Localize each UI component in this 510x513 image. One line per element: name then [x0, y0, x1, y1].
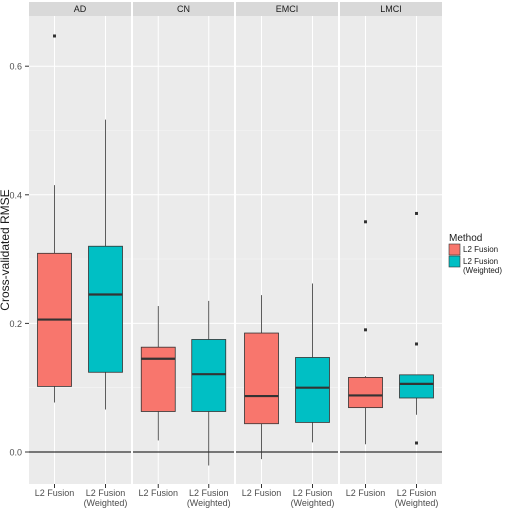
- facet-label: LMCI: [380, 4, 402, 14]
- box-iqr: [140, 346, 176, 412]
- y-tick-label: 0.2: [9, 319, 22, 329]
- facet-strip: [340, 2, 442, 16]
- x-tick-label: L2 Fusion: [138, 488, 178, 498]
- outlier-point: [415, 211, 418, 215]
- box-iqr: [348, 377, 383, 409]
- x-tick-label: (Weighted): [395, 498, 439, 508]
- facet-label: EMCI: [276, 4, 299, 14]
- legend-label: L2 Fusion: [463, 257, 498, 266]
- legend-title: Method: [449, 233, 482, 244]
- facet-label: AD: [74, 4, 87, 14]
- outlier-point: [53, 34, 56, 38]
- outlier-point: [415, 342, 418, 346]
- facet-label: CN: [177, 4, 190, 14]
- panel-background: [133, 16, 234, 484]
- x-tick-label: L2 Fusion: [397, 488, 437, 498]
- x-tick-label: (Weighted): [291, 498, 335, 508]
- legend-key: [448, 243, 461, 256]
- box-iqr: [244, 332, 279, 425]
- outlier-point: [415, 441, 418, 445]
- y-tick-label: 0.6: [9, 62, 22, 72]
- y-tick-label: 0.0: [9, 448, 22, 458]
- y-axis-title: Cross-validated RMSE: [0, 189, 12, 310]
- x-tick-label: L2 Fusion: [346, 488, 386, 498]
- x-tick-label: L2 Fusion: [189, 488, 229, 498]
- facet-strip: [133, 2, 234, 16]
- x-tick-label: L2 Fusion: [35, 488, 75, 498]
- outlier-point: [364, 328, 367, 332]
- facet-strip: [236, 2, 338, 16]
- legend-label: L2 Fusion: [463, 245, 498, 254]
- x-tick-label: L2 Fusion: [293, 488, 333, 498]
- outlier-point: [364, 220, 367, 224]
- x-tick-label: (Weighted): [84, 498, 128, 508]
- panel-background: [340, 16, 442, 484]
- facet-strip: [29, 2, 131, 16]
- legend-label: (Weighted): [463, 266, 502, 275]
- x-tick-label: L2 Fusion: [242, 488, 282, 498]
- y-tick-label: 0.4: [9, 190, 22, 200]
- legend-key: [448, 255, 461, 268]
- x-tick-label: L2 Fusion: [86, 488, 126, 498]
- box-iqr: [88, 245, 123, 373]
- box-iqr: [399, 374, 434, 399]
- x-tick-label: (Weighted): [187, 498, 231, 508]
- box-iqr: [295, 357, 330, 423]
- box-iqr: [191, 339, 227, 412]
